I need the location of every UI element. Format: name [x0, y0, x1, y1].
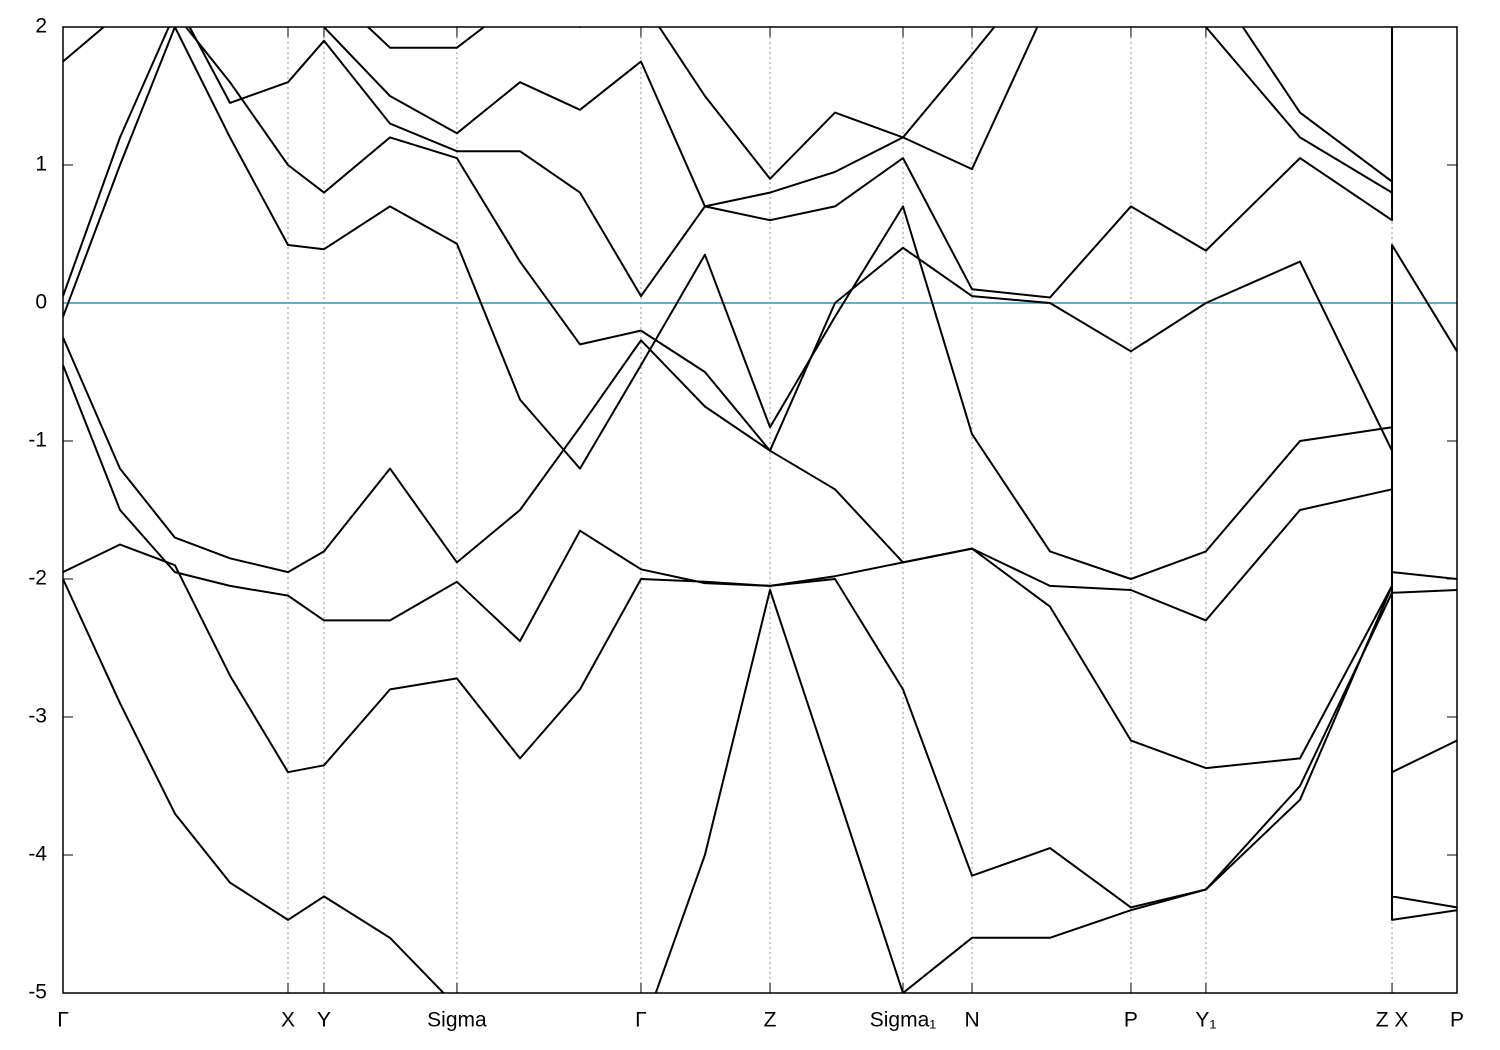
band-line [63, 578, 1457, 993]
band-line [366, 27, 1393, 183]
x-tick-label: Z [764, 1009, 777, 1032]
x-tick-label: Sigma₁ [870, 1009, 937, 1032]
band-line [63, 364, 1457, 774]
x-tick-label: Γ [635, 1009, 647, 1032]
band-line [63, 337, 1457, 622]
y-tick-label: 2 [35, 15, 47, 38]
y-tick-label: -4 [28, 843, 47, 866]
x-tick-label: Γ [57, 1009, 69, 1032]
x-tick-label: P [1450, 1009, 1464, 1032]
plot-frame [62, 26, 1458, 994]
plot-area [63, 27, 1457, 993]
x-tick-label: P [1124, 1009, 1138, 1032]
y-tick-label: -5 [28, 981, 47, 1004]
band-line [63, 27, 1457, 452]
band-line [63, 27, 1457, 580]
x-tick-label: X [281, 1009, 295, 1032]
y-tick-label: -2 [28, 567, 47, 590]
y-tick-label: 1 [35, 153, 47, 176]
y-tick-label: 0 [35, 291, 47, 314]
x-tick-label: N [964, 1009, 979, 1032]
x-tick-label: Sigma [427, 1009, 487, 1032]
x-tick-label: Y [317, 1009, 331, 1032]
band-line [63, 543, 1457, 909]
x-tick-label: Z X [1376, 1009, 1409, 1032]
band-line [322, 27, 1393, 208]
x-tick-label: Y₁ [1195, 1009, 1216, 1032]
y-tick-label: -3 [28, 705, 47, 728]
y-tick-label: -1 [28, 429, 47, 452]
